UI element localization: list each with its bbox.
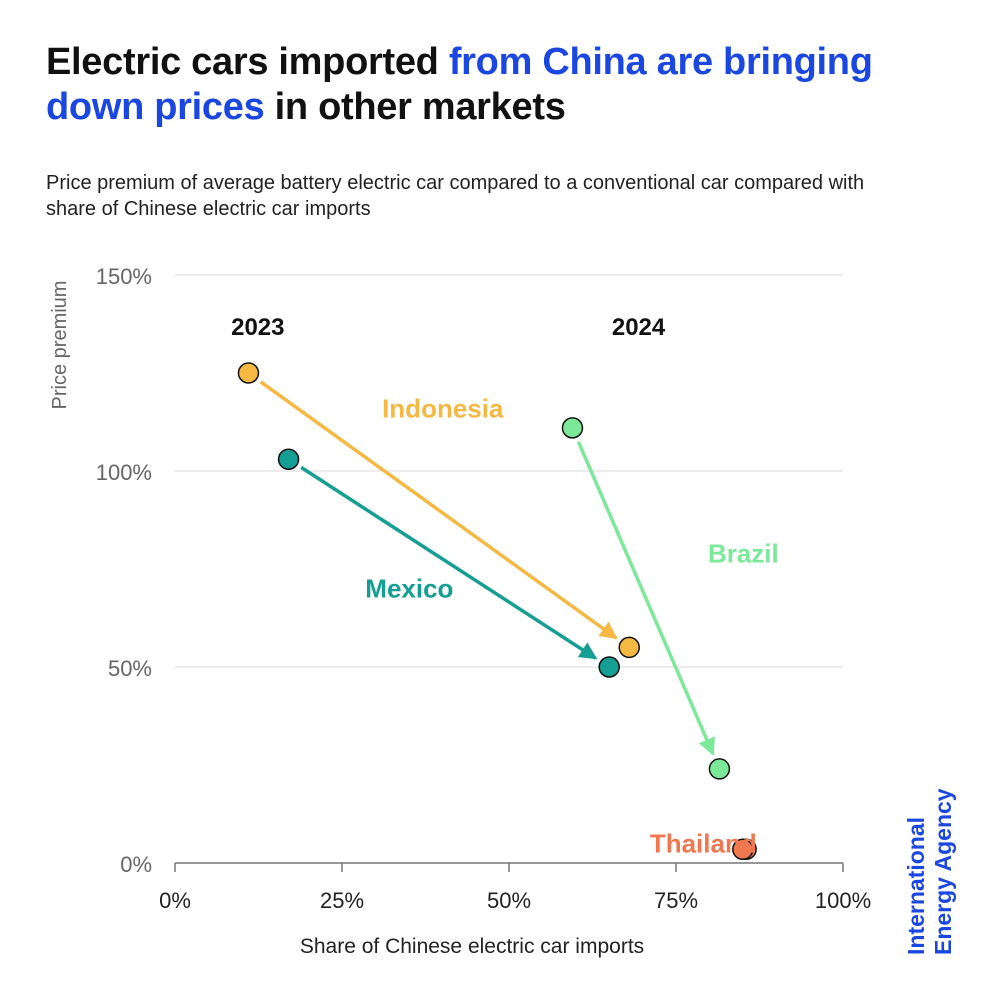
- chart-title: Electric cars imported from China are br…: [46, 40, 966, 130]
- point-indonesia-2023: [237, 362, 260, 384]
- chart-subtitle: Price premium of average battery electri…: [46, 172, 865, 220]
- title-part2: in other markets: [264, 86, 566, 128]
- point-thailand-2024: [732, 838, 754, 861]
- x-tick-label: 0%: [159, 888, 191, 913]
- series-label-thailand: Thailand: [650, 828, 757, 858]
- title-highlight: from China are bringing down prices: [46, 41, 873, 128]
- y-tick-label: 100%: [96, 460, 152, 485]
- x-tick-label: 50%: [487, 888, 531, 913]
- period-label-2024: 2024: [612, 314, 666, 341]
- y-tick-label: 150%: [96, 264, 152, 289]
- y-tick-label: 50%: [108, 656, 152, 681]
- brand-line1: International: [903, 816, 929, 955]
- point-brazil-2024: [708, 758, 731, 780]
- point-indonesia-2024: [618, 636, 640, 659]
- arrow-indonesia: [259, 380, 618, 640]
- x-tick-label: 25%: [320, 888, 364, 913]
- arrow-brazil: [576, 440, 715, 756]
- x-tick-label: 100%: [815, 888, 871, 913]
- brand-line2: Energy Agency: [930, 788, 956, 955]
- y-tick-label: 0%: [120, 852, 152, 877]
- y-axis-label: Price premium: [49, 281, 71, 410]
- x-axis-label: Share of Chinese electric car imports: [300, 935, 644, 958]
- iea-logo: International Energy Agency: [903, 788, 957, 955]
- series-label-mexico: Mexico: [365, 574, 453, 604]
- point-mexico-2023: [277, 448, 300, 470]
- x-tick-label: 75%: [654, 888, 698, 913]
- point-brazil-2023: [561, 417, 584, 439]
- series-label-brazil: Brazil: [708, 538, 779, 568]
- point-mexico-2024: [598, 656, 620, 678]
- title-part1: Electric cars imported: [46, 41, 449, 83]
- arrow-mexico: [300, 465, 598, 660]
- period-label-2023: 2023: [231, 314, 284, 341]
- series-label-indonesia: Indonesia: [382, 393, 504, 423]
